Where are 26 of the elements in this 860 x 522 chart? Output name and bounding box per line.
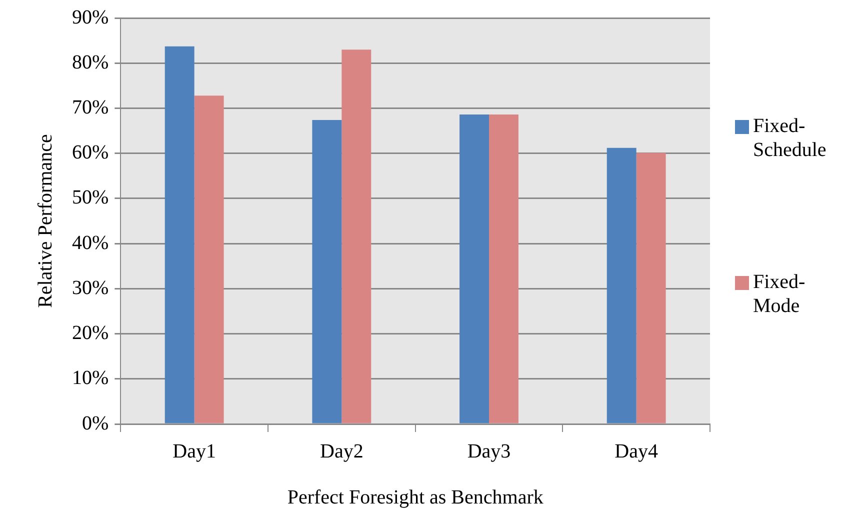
x-tick-label: Day2 <box>320 440 364 462</box>
x-tick-label: Day4 <box>614 440 658 462</box>
x-tick-label: Day1 <box>172 440 216 462</box>
y-tick-label: 0% <box>82 412 109 434</box>
bar <box>194 96 224 424</box>
bar <box>489 114 518 424</box>
y-axis-title: Relative Performance <box>34 134 56 308</box>
y-tick-label: 50% <box>72 186 109 209</box>
legend-label: Fixed-Mode <box>753 270 806 318</box>
bar <box>312 120 342 424</box>
y-tick-label: 60% <box>72 142 109 164</box>
legend-label: Fixed-Schedule <box>753 114 828 162</box>
y-tick-label: 90% <box>72 6 109 28</box>
bar <box>636 152 666 424</box>
y-tick-label: 80% <box>72 51 109 74</box>
bar <box>460 114 489 424</box>
bar <box>342 50 372 424</box>
x-tick-label: Day3 <box>467 440 511 462</box>
y-tick-label: 20% <box>72 322 109 344</box>
y-tick-label: 40% <box>72 232 109 254</box>
x-axis-title: Perfect Foresight as Benchmark <box>287 486 544 508</box>
bar <box>606 148 636 424</box>
y-tick-label: 30% <box>72 276 109 299</box>
y-tick-label: 10% <box>72 367 109 390</box>
y-tick-label: 70% <box>72 96 109 118</box>
bar <box>164 46 194 424</box>
